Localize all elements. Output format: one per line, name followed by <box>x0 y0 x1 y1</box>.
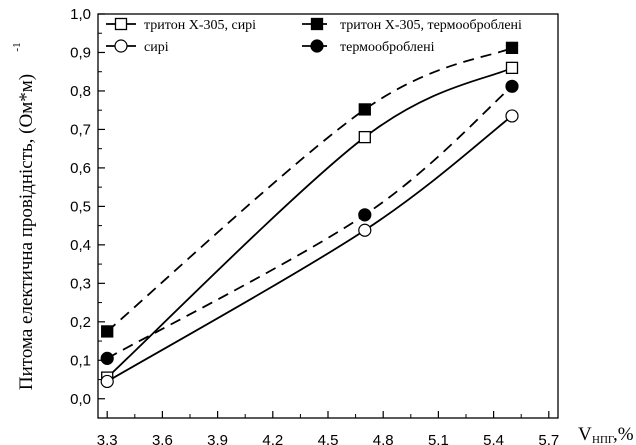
axis-labels: Питома електична провідність, (Ом*м) -1 V Н… <box>11 42 634 445</box>
legend-label: термооброблені <box>340 40 435 55</box>
data-point-s3 <box>100 374 114 389</box>
data-point-s2 <box>358 103 371 116</box>
x-tick-label: 4,5 <box>318 432 339 445</box>
y-tick-label: 0,5 <box>70 198 91 215</box>
y-tick-label: 0,2 <box>70 314 91 331</box>
legend-label: сирі <box>144 40 169 55</box>
data-point-s3 <box>505 109 519 123</box>
y-tick-label: 0,4 <box>70 237 91 254</box>
y-tick-label: 0,0 <box>70 391 91 408</box>
x-axis-title-subscript: НПГ <box>592 434 614 445</box>
data-point-s1 <box>358 130 371 144</box>
x-axis-title-unit: ,% <box>613 424 634 445</box>
legend: тритон Х-305, сирі тритон Х-305, термообр… <box>106 17 522 55</box>
x-tick-label: 4,8 <box>373 432 394 445</box>
x-tick-label: 5,7 <box>538 432 559 445</box>
series-line-3 <box>106 115 513 383</box>
series-line-4 <box>106 85 513 360</box>
legend-marker <box>310 17 324 31</box>
series-line-1 <box>106 67 513 379</box>
data-point-s4 <box>358 208 372 222</box>
y-tick-label: 0,9 <box>70 44 91 61</box>
data-point-s4 <box>505 79 519 93</box>
series-layer <box>100 41 519 389</box>
x-tick-label: 3,6 <box>152 432 173 445</box>
plot-frame <box>97 13 559 419</box>
axes-layer: 3,3 3,6 3,9 4,2 4,5 4,8 5,1 5,4 5,7 0,0 0,1 0,2 0,3 0… <box>70 6 559 445</box>
y-axis-title-superscript: -1 <box>11 42 23 51</box>
data-point-s2 <box>505 41 519 55</box>
legend-marker <box>114 39 128 53</box>
y-tick-label: 0,3 <box>70 275 91 292</box>
x-tick-label: 3,3 <box>97 432 118 445</box>
y-tick-label: 1,0 <box>70 6 91 23</box>
legend-marker <box>114 17 128 31</box>
y-tick-label: 0,7 <box>70 121 91 138</box>
legend-label: тритон Х-305, сирі <box>144 18 256 33</box>
y-axis-title: Питома електична провідність, (Ом*м) <box>16 74 37 390</box>
legend-marker <box>310 39 324 53</box>
y-tick-label: 0,1 <box>70 352 91 369</box>
y-tick-label: 0,6 <box>70 160 91 177</box>
x-tick-label: 5,1 <box>428 432 449 445</box>
x-tick-label: 5,4 <box>483 432 504 445</box>
y-tick-label: 0,8 <box>70 83 91 100</box>
series-line-2 <box>106 47 513 333</box>
data-point-s2 <box>101 325 114 338</box>
x-axis-title: V <box>578 424 592 445</box>
data-point-s1 <box>505 61 519 75</box>
data-point-s3 <box>358 223 372 237</box>
legend-label: тритон Х-305, термооброблені <box>340 18 522 33</box>
data-point-s4 <box>100 351 114 365</box>
x-tick-label: 4,2 <box>262 432 283 445</box>
x-tick-label: 3,9 <box>207 432 228 445</box>
